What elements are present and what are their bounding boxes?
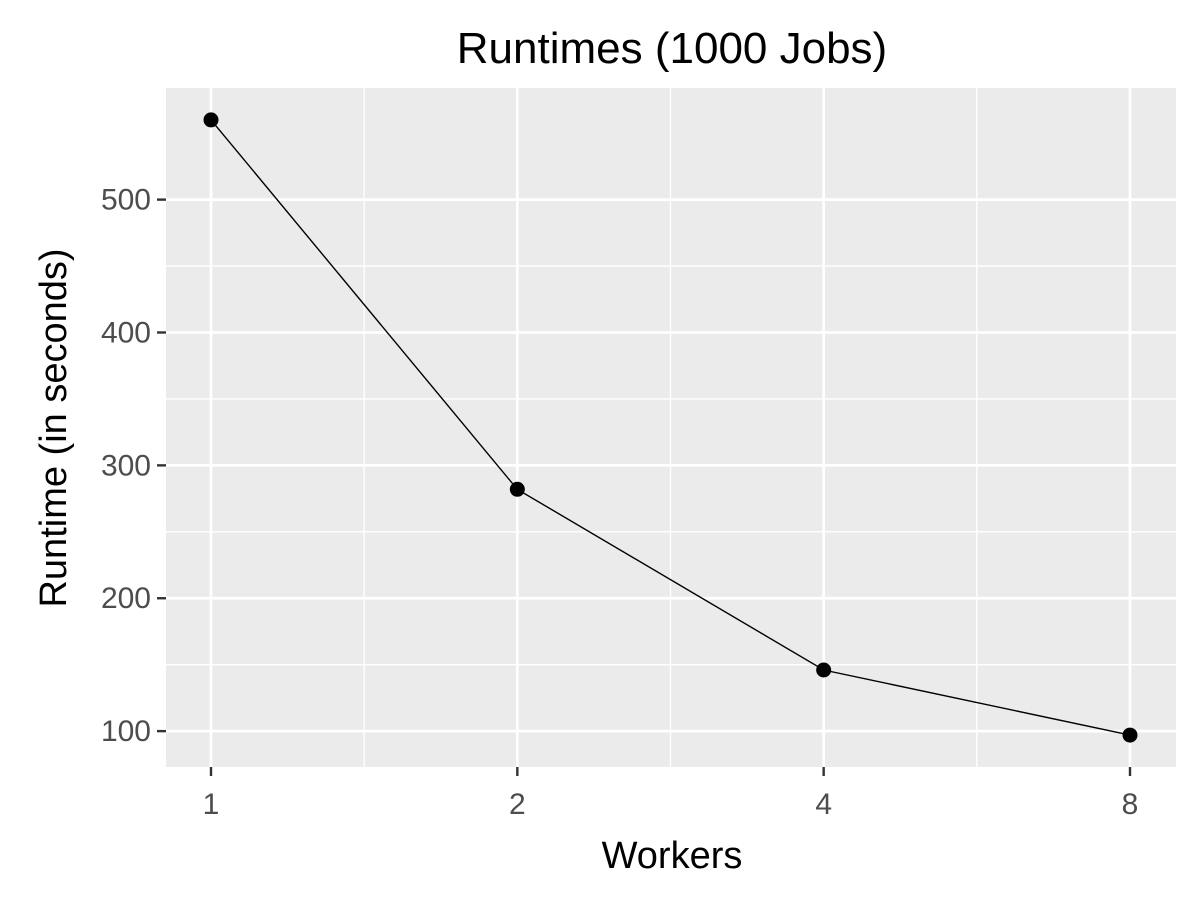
minor-gridlines	[166, 88, 1176, 767]
y-axis: 100 200 300 400 500	[101, 184, 166, 748]
data-point	[1122, 727, 1138, 743]
data-point	[509, 481, 525, 497]
chart-title: Runtimes (1000 Jobs)	[457, 24, 887, 73]
y-tick-label: 400	[101, 316, 151, 349]
x-tick-label: 8	[1122, 788, 1139, 821]
data-point	[816, 662, 832, 678]
y-tick-label: 100	[101, 715, 151, 748]
series-line	[210, 119, 1131, 736]
y-axis-title: Runtime (in seconds)	[33, 248, 75, 607]
x-axis-title: Workers	[602, 835, 743, 877]
x-axis: 1 2 4 8	[203, 767, 1139, 821]
y-tick-label: 300	[101, 449, 151, 482]
x-tick-label: 4	[815, 788, 832, 821]
x-tick-label: 1	[203, 788, 220, 821]
major-gridlines	[166, 88, 1176, 767]
series-layer	[203, 112, 1138, 743]
data-point	[203, 112, 219, 128]
x-tick-label: 2	[509, 788, 526, 821]
y-tick-label: 200	[101, 582, 151, 615]
y-tick-label: 500	[101, 184, 151, 217]
